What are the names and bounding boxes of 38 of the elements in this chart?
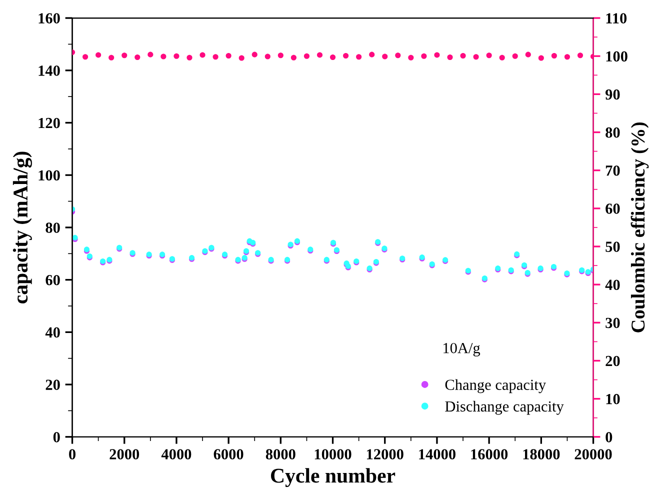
- y2-tick-label: 40: [605, 280, 620, 290]
- y2-tick-label: 70: [606, 165, 620, 176]
- y-tick-label: 120: [38, 118, 60, 128]
- x-tick-label: 4000: [161, 449, 192, 460]
- x-tick-label: 6000: [214, 449, 244, 460]
- y2-tick-label: 0: [606, 432, 612, 442]
- y2-tick-label: 30: [606, 318, 620, 328]
- y2-tick-label: 80: [606, 127, 620, 138]
- y2-tick-label: 20: [606, 356, 620, 366]
- y2-axis-title: Coulombic efficiency (%): [630, 122, 649, 332]
- x-tick-label: 2000: [110, 449, 140, 460]
- y-tick-label: 60: [46, 274, 60, 286]
- y2-tick-label: 10: [606, 394, 620, 404]
- y2-tick-label: 90: [605, 89, 620, 100]
- y-tick-label: 80: [46, 222, 60, 233]
- y2-tick-label: 50: [606, 242, 620, 252]
- y-tick-label: 0: [53, 432, 60, 442]
- x-tick-label: 18000: [523, 449, 560, 460]
- y-axis-title: capacity (mAh/g): [12, 152, 32, 304]
- x-tick-label: 14000: [419, 449, 456, 460]
- y-tick-label: 160: [38, 13, 60, 24]
- legend-label: Change capacity: [445, 379, 546, 394]
- y2-tick-label: 100: [606, 51, 628, 62]
- y2-tick-label: 60: [606, 204, 620, 214]
- annotation: 10A/g: [444, 342, 480, 356]
- x-axis-title: Cycle number: [271, 468, 396, 488]
- y2-tick-label: 110: [606, 13, 627, 24]
- x-tick-label: 12000: [367, 449, 404, 460]
- y-tick-label: 20: [46, 380, 60, 390]
- y-tick-label: 40: [45, 327, 60, 338]
- x-tick-label: 8000: [266, 449, 296, 460]
- x-tick-label: 16000: [471, 449, 508, 460]
- legend-label: Dischange capacity: [445, 400, 564, 415]
- x-tick-label: 20000: [574, 449, 612, 460]
- y-tick-label: 100: [38, 170, 60, 181]
- x-tick-label: 0: [69, 449, 76, 460]
- y-tick-label: 140: [38, 66, 60, 76]
- x-tick-label: 10000: [314, 449, 352, 460]
